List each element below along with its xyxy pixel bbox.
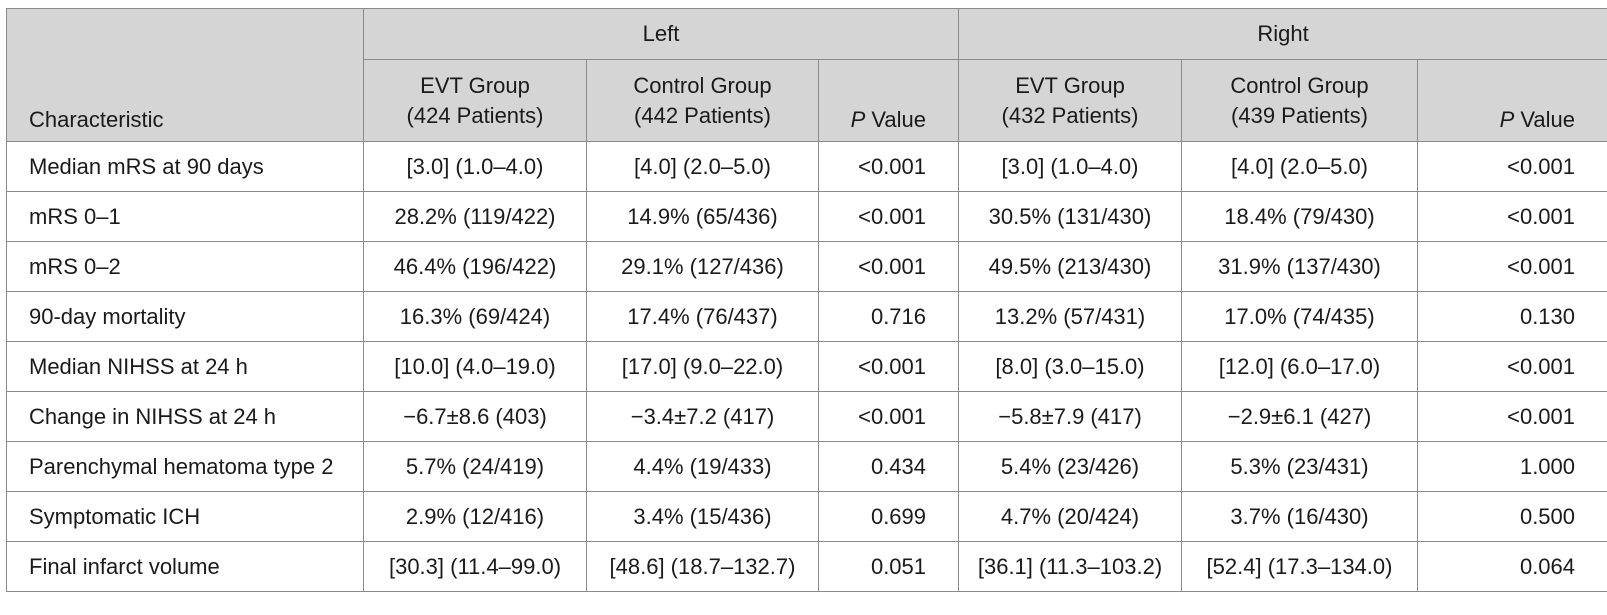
p-value-cell: <0.001 — [817, 341, 960, 392]
table-cell: 14.9% (65/436) — [586, 191, 819, 242]
row-label: mRS 0–2 — [6, 241, 364, 292]
table-row: Median NIHSS at 24 h [10.0] (4.0–19.0) [… — [6, 341, 1607, 392]
p-value-cell: <0.001 — [1417, 241, 1607, 292]
p-value-cell: 0.130 — [1417, 291, 1607, 342]
table-cell: 2.9% (12/416) — [363, 491, 587, 542]
p-value-cell: 1.000 — [1417, 441, 1607, 492]
row-label: Median mRS at 90 days — [6, 141, 364, 192]
p-italic: P — [850, 107, 866, 132]
table-row: mRS 0–1 28.2% (119/422) 14.9% (65/436) <… — [6, 191, 1607, 242]
table-row: Final infarct volume [30.3] (11.4–99.0) … — [6, 541, 1607, 592]
right-evt-group-header: EVT Group (432 Patients) — [958, 59, 1183, 142]
table-header: Characteristic Left Right EVT Group (424… — [6, 8, 1607, 142]
table-cell: 4.7% (20/424) — [958, 491, 1183, 542]
p-value-cell: 0.716 — [817, 291, 960, 342]
table-cell: 5.7% (24/419) — [363, 441, 587, 492]
group-header-row: Characteristic Left Right — [6, 8, 1607, 142]
left-evt-group-header: EVT Group (424 Patients) — [363, 59, 587, 142]
p-italic: P — [1499, 107, 1515, 132]
p-value-text: Value — [865, 107, 927, 132]
table-cell: [8.0] (3.0–15.0) — [958, 341, 1183, 392]
table-cell: −3.4±7.2 (417) — [586, 391, 819, 442]
left-control-group-header: Control Group (442 Patients) — [586, 59, 819, 142]
row-label: Parenchymal hematoma type 2 — [6, 441, 364, 492]
table-cell: [10.0] (4.0–19.0) — [363, 341, 587, 392]
table-cell: 49.5% (213/430) — [958, 241, 1183, 292]
table-cell: 3.4% (15/436) — [586, 491, 819, 542]
table-cell: 18.4% (79/430) — [1181, 191, 1419, 242]
p-value-cell: <0.001 — [1417, 341, 1607, 392]
row-label: mRS 0–1 — [6, 191, 364, 242]
p-value-cell: 0.051 — [817, 541, 960, 592]
table-cell: −5.8±7.9 (417) — [958, 391, 1183, 442]
right-p-value-header: P Value — [1417, 59, 1607, 142]
table-cell: [4.0] (2.0–5.0) — [1181, 141, 1419, 192]
header-line: Control Group — [1230, 72, 1369, 98]
table-cell: 31.9% (137/430) — [1181, 241, 1419, 292]
table-cell: [36.1] (11.3–103.2) — [958, 541, 1183, 592]
table-cell: 30.5% (131/430) — [958, 191, 1183, 242]
table-cell: 16.3% (69/424) — [363, 291, 587, 342]
characteristic-header: Characteristic — [6, 8, 364, 142]
header-line: (442 Patients) — [634, 102, 771, 128]
table-row: Change in NIHSS at 24 h −6.7±8.6 (403) −… — [6, 391, 1607, 442]
row-label: 90-day mortality — [6, 291, 364, 342]
table-cell: 3.7% (16/430) — [1181, 491, 1419, 542]
table-row: 90-day mortality 16.3% (69/424) 17.4% (7… — [6, 291, 1607, 342]
table-row: mRS 0–2 46.4% (196/422) 29.1% (127/436) … — [6, 241, 1607, 292]
p-value-cell: <0.001 — [817, 391, 960, 442]
table-body: Median mRS at 90 days [3.0] (1.0–4.0) [4… — [6, 141, 1607, 592]
table-cell: [30.3] (11.4–99.0) — [363, 541, 587, 592]
p-value-cell: 0.064 — [1417, 541, 1607, 592]
table-cell: 28.2% (119/422) — [363, 191, 587, 242]
table-cell: [3.0] (1.0–4.0) — [958, 141, 1183, 192]
p-value-cell: <0.001 — [817, 241, 960, 292]
table-cell: [17.0] (9.0–22.0) — [586, 341, 819, 392]
table-cell: 29.1% (127/436) — [586, 241, 819, 292]
header-line: (439 Patients) — [1231, 102, 1368, 128]
left-group-header: Left — [362, 8, 960, 60]
header-line: Control Group — [633, 72, 772, 98]
left-p-value-header: P Value — [817, 59, 960, 142]
p-value-cell: <0.001 — [1417, 141, 1607, 192]
header-line: (424 Patients) — [406, 102, 544, 128]
header-line: EVT Group — [420, 72, 530, 98]
table-cell: [12.0] (6.0–17.0) — [1181, 341, 1419, 392]
table-cell: 46.4% (196/422) — [363, 241, 587, 292]
right-group-header: Right — [958, 8, 1607, 60]
header-line: EVT Group — [1015, 72, 1125, 98]
table-cell: [3.0] (1.0–4.0) — [363, 141, 587, 192]
p-value-cell: 0.434 — [817, 441, 960, 492]
row-label: Change in NIHSS at 24 h — [6, 391, 364, 442]
table-cell: −6.7±8.6 (403) — [363, 391, 587, 442]
table-row: Median mRS at 90 days [3.0] (1.0–4.0) [4… — [6, 141, 1607, 192]
table-cell: [48.6] (18.7–132.7) — [586, 541, 819, 592]
table-cell: −2.9±6.1 (427) — [1181, 391, 1419, 442]
table-row: Symptomatic ICH 2.9% (12/416) 3.4% (15/4… — [6, 491, 1607, 542]
p-value-cell: <0.001 — [817, 191, 960, 242]
table-cell: 5.4% (23/426) — [958, 441, 1183, 492]
table-cell: 4.4% (19/433) — [586, 441, 819, 492]
column-header-row: EVT Group (424 Patients) Control Group (… — [7, 59, 1607, 142]
results-table-container: Characteristic Left Right EVT Group (424… — [6, 8, 1607, 592]
table-row: Parenchymal hematoma type 2 5.7% (24/419… — [6, 441, 1607, 492]
header-line: (432 Patients) — [1001, 102, 1139, 128]
p-value-cell: 0.500 — [1417, 491, 1607, 542]
p-value-text: Value — [1514, 107, 1576, 132]
table-cell: 17.0% (74/435) — [1181, 291, 1419, 342]
table-cell: 5.3% (23/431) — [1181, 441, 1419, 492]
p-value-cell: <0.001 — [1417, 391, 1607, 442]
row-label: Symptomatic ICH — [6, 491, 364, 542]
p-value-cell: 0.699 — [817, 491, 960, 542]
row-label: Final infarct volume — [6, 541, 364, 592]
table-cell: [52.4] (17.3–134.0) — [1181, 541, 1419, 592]
p-value-cell: <0.001 — [817, 141, 960, 192]
table-cell: [4.0] (2.0–5.0) — [586, 141, 819, 192]
table-cell: 13.2% (57/431) — [958, 291, 1183, 342]
right-control-group-header: Control Group (439 Patients) — [1181, 59, 1419, 142]
row-label: Median NIHSS at 24 h — [6, 341, 364, 392]
results-table: Characteristic Left Right EVT Group (424… — [6, 8, 1607, 592]
table-cell: 17.4% (76/437) — [586, 291, 819, 342]
p-value-cell: <0.001 — [1417, 191, 1607, 242]
